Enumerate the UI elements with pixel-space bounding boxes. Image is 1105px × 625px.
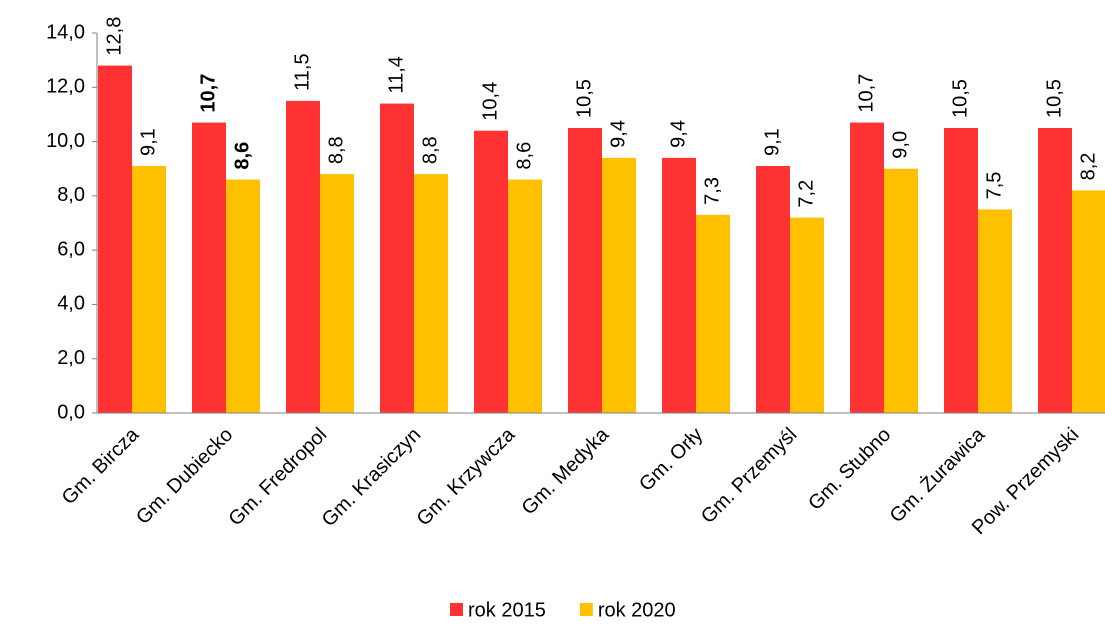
legend-label: rok 2020	[598, 599, 676, 621]
bar	[944, 128, 978, 413]
data-label: 10,5	[1043, 79, 1065, 118]
bar	[756, 166, 790, 413]
bar	[226, 179, 260, 413]
data-label: 10,5	[573, 79, 595, 118]
y-tick-label: 6,0	[57, 238, 85, 260]
data-label: 7,5	[983, 172, 1005, 200]
bar	[192, 122, 226, 414]
data-label: 10,7	[855, 74, 877, 113]
y-tick-label: 10,0	[46, 130, 85, 152]
bar	[790, 217, 824, 413]
data-label: 10,4	[479, 82, 501, 121]
data-label: 12,8	[103, 17, 125, 56]
bar	[696, 214, 730, 413]
data-label: 9,4	[667, 120, 689, 148]
data-label: 8,2	[1077, 153, 1099, 181]
data-label: 8,8	[325, 136, 347, 164]
bar	[380, 103, 414, 414]
bar	[98, 65, 132, 414]
data-label: 11,4	[385, 56, 407, 93]
y-tick-label: 2,0	[57, 347, 85, 369]
data-label: 8,6	[513, 142, 535, 170]
x-tick-label: Gm. Krasiczyn	[318, 424, 426, 532]
bar	[662, 157, 696, 413]
legend-label: rok 2015	[468, 599, 546, 621]
bar	[884, 168, 918, 413]
x-tick-label: Gm. Bircza	[58, 423, 144, 509]
y-tick-label: 8,0	[57, 184, 85, 206]
bar	[850, 122, 884, 414]
bar	[474, 130, 508, 413]
x-tick-label: Gm. Krzywcza	[413, 423, 520, 530]
legend-swatch	[579, 603, 593, 616]
bar	[132, 166, 166, 413]
bar	[1072, 190, 1105, 413]
data-label: 7,3	[701, 177, 723, 205]
y-tick-label: 4,0	[57, 293, 85, 315]
bar	[414, 174, 448, 413]
data-label: 11,5	[291, 53, 313, 90]
data-label: 8,6	[231, 142, 253, 170]
data-label: 9,1	[137, 128, 159, 156]
data-label: 10,5	[949, 79, 971, 118]
bar	[286, 100, 320, 413]
data-label: 8,8	[419, 136, 441, 164]
y-tick-label: 0,0	[57, 401, 85, 423]
x-tick-label: Gm. Orły	[635, 424, 707, 496]
bar	[602, 157, 636, 413]
bar	[320, 174, 354, 413]
data-label: 9,0	[889, 131, 911, 159]
y-tick-label: 14,0	[46, 21, 85, 43]
data-label: 7,2	[795, 180, 817, 208]
data-label: 9,1	[761, 128, 783, 156]
bar	[978, 209, 1012, 413]
legend-swatch	[450, 603, 463, 616]
data-label: 10,7	[197, 74, 219, 113]
x-tick-label: Gm. Żurawica	[885, 422, 990, 527]
data-label: 9,4	[607, 120, 629, 148]
x-tick-label: Gm. Przemyśl	[697, 424, 801, 528]
bar	[568, 128, 602, 413]
y-tick-label: 12,0	[46, 76, 85, 98]
x-tick-label: Gm. Fredropol	[225, 424, 332, 531]
x-tick-label: Gm. Dubiecko	[132, 424, 237, 529]
x-tick-label: Gm. Stubno	[804, 424, 895, 515]
x-tick-label: Gm. Medyka	[518, 423, 614, 519]
bar	[508, 179, 542, 413]
bar	[1038, 128, 1072, 413]
